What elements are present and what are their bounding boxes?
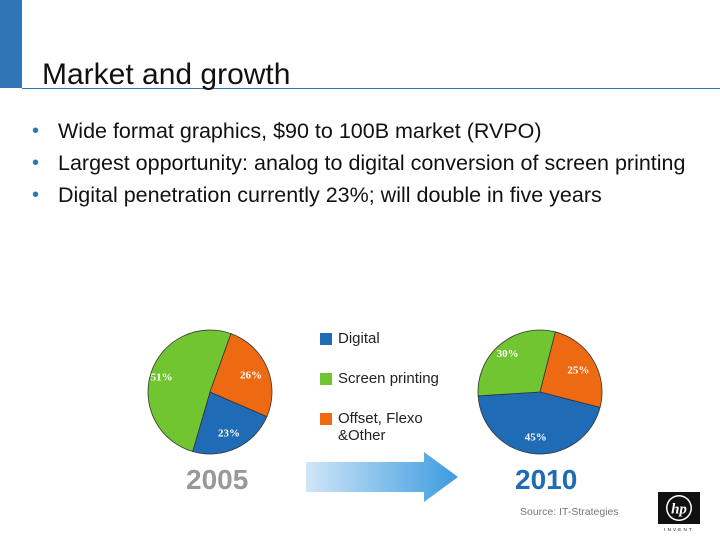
legend-swatch-screen-printing (320, 373, 332, 385)
legend-item-digital: Digital (320, 330, 380, 347)
pie-2010-label-screen-printing: 30% (497, 348, 519, 360)
source-note: Source: IT-Strategies (520, 506, 619, 518)
pie-2005-slice-screen-printing (147, 329, 232, 453)
bullet-dot-icon: • (32, 120, 40, 142)
bullet-list: • Wide format graphics, $90 to 100B marke… (30, 118, 690, 214)
bullet-dot-icon: • (32, 184, 40, 206)
bullet-text: Wide format graphics, $90 to 100B market… (58, 119, 542, 143)
legend-label-screen-printing: Screen printing (338, 370, 439, 387)
bullet-text: Digital penetration currently 23%; will … (58, 183, 602, 207)
pie-2005-slice-offset (209, 333, 273, 418)
slide-title: Market and growth (42, 58, 291, 91)
title-accent-bar (0, 0, 22, 88)
legend-swatch-offset (320, 413, 332, 425)
pie-2005-label-offset: 26% (240, 369, 262, 381)
legend-label-offset: Offset, Flexo &Other (338, 410, 423, 444)
pie-2010-slice-offset (539, 331, 603, 408)
legend-swatch-digital (320, 333, 332, 345)
pie-2005-slice-digital (192, 391, 268, 455)
year-label-2005: 2005 (186, 464, 249, 495)
hp-logo-icon: hp INVENT (658, 492, 700, 532)
pie-2010-slice-digital (477, 391, 601, 455)
legend-item-offset: Offset, Flexo &Other (320, 410, 423, 444)
bullet-dot-icon: • (32, 152, 40, 174)
legend-label-digital: Digital (338, 330, 380, 347)
pie-2005-label-screen-printing: 51% (151, 371, 173, 383)
pie-2010-slice-screen-printing (477, 329, 556, 397)
svg-text:INVENT: INVENT (664, 527, 694, 532)
year-label-2010: 2010 (515, 464, 578, 495)
bullet-text: Largest opportunity: analog to digital c… (58, 151, 686, 175)
legend-item-screen-printing: Screen printing (320, 370, 439, 387)
pie-2005-label-digital: 23% (218, 427, 240, 439)
right-arrow-icon (306, 452, 458, 502)
pie-2010-label-offset: 25% (567, 364, 589, 376)
bullet-item: • Wide format graphics, $90 to 100B marke… (30, 118, 690, 144)
bullet-item: • Largest opportunity: analog to digital … (30, 150, 690, 176)
svg-text:hp: hp (671, 502, 687, 518)
bullet-item: • Digital penetration currently 23%; will… (30, 182, 690, 208)
pie-2010-label-digital: 45% (525, 431, 547, 443)
title-divider (22, 88, 720, 89)
